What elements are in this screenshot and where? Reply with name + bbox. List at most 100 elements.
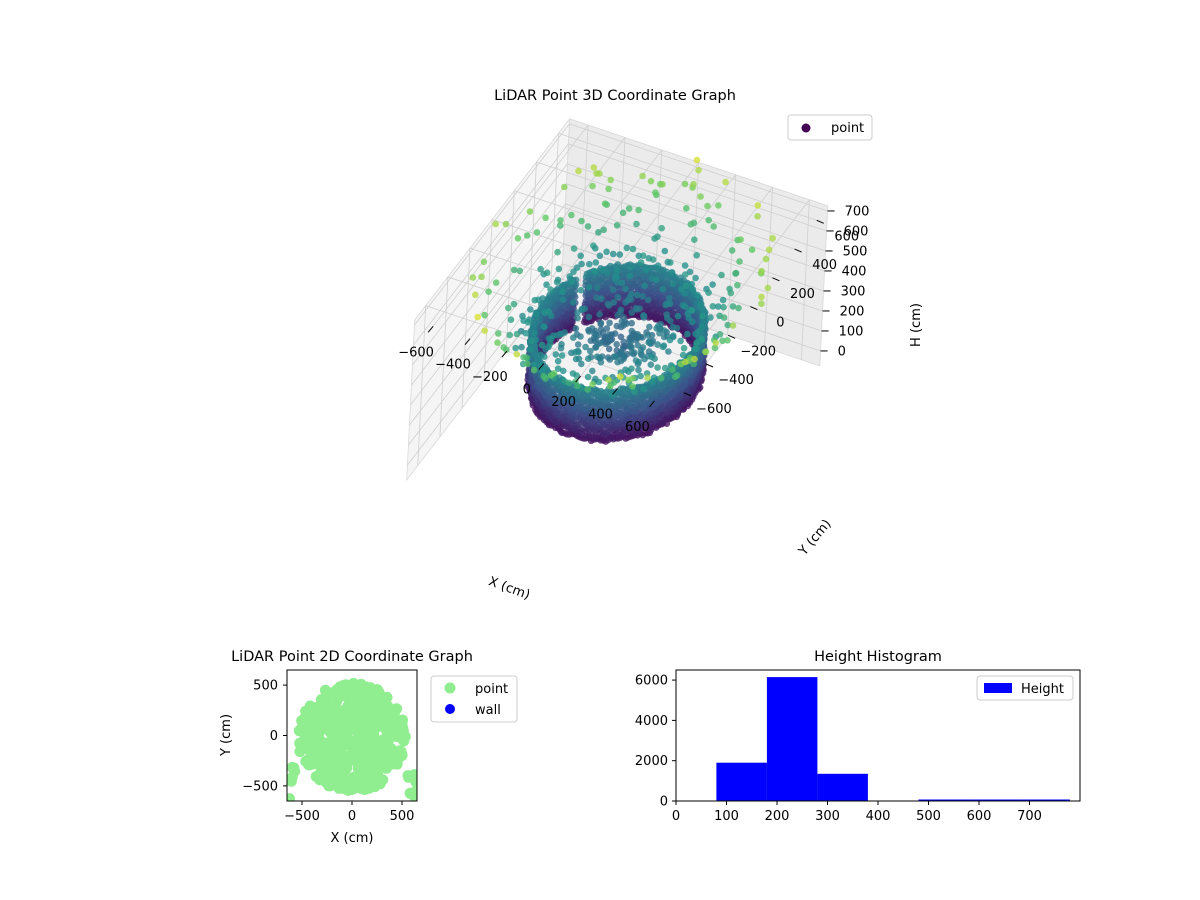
x-tick-mark (538, 363, 545, 370)
chart-3d-legend: point (787, 114, 873, 141)
data-point-3d (622, 285, 629, 293)
data-point-3d (533, 229, 541, 236)
data-point-3d (694, 291, 701, 299)
data-point-3d (712, 339, 720, 347)
grid-line-z-back (565, 203, 824, 292)
histogram-bar (968, 799, 1020, 801)
data-point-3d (658, 224, 665, 232)
data-point-3d (478, 273, 485, 281)
x-tick-label-2d: 500 (390, 809, 415, 824)
data-point-3d (592, 433, 600, 441)
data-point-3d (702, 348, 709, 356)
data-point-3d (578, 360, 585, 368)
data-point-3d (718, 271, 725, 279)
data-point-3d (758, 293, 765, 301)
chart-2d-xlabel: X (cm) (331, 831, 374, 846)
data-point-3d (628, 408, 636, 415)
grid-line-y-side (550, 133, 559, 294)
data-point-3d (617, 333, 625, 341)
data-point-3d (584, 373, 592, 381)
x-tick-mark (427, 325, 434, 333)
data-point-3d (546, 340, 554, 348)
data-point-2d (315, 694, 327, 705)
data-point-3d (635, 206, 642, 214)
chart-2d-legend: point wall (430, 675, 518, 723)
data-point-3d (553, 278, 561, 286)
data-point-3d (651, 355, 658, 363)
data-point-2d (334, 681, 346, 693)
data-point-3d (623, 244, 631, 252)
hist-x-tick-label: 100 (714, 809, 739, 824)
data-point-3d (597, 320, 604, 328)
hist-x-tick-label: 600 (967, 809, 992, 824)
z-tick-label: 400 (842, 264, 867, 279)
data-point-3d (596, 410, 604, 418)
data-point-2d (360, 691, 372, 703)
data-point-3d (647, 177, 655, 185)
data-point-3d (629, 245, 637, 253)
data-point-2d (294, 746, 306, 757)
data-point-3d (507, 316, 515, 324)
data-point-3d (585, 328, 593, 335)
data-point-2d (327, 698, 339, 710)
chart-3d-points (469, 156, 776, 445)
data-point-3d (602, 340, 610, 348)
data-point-3d (643, 302, 650, 309)
y-tick-label: −200 (740, 344, 776, 359)
data-point-3d (654, 399, 662, 406)
data-point-3d (736, 258, 743, 265)
histogram-bars (716, 677, 1070, 801)
y-tick-label-2d: 500 (253, 679, 278, 694)
grid-line-y-floor (558, 132, 817, 221)
data-point-3d (695, 166, 702, 174)
data-point-3d (681, 290, 688, 297)
x-tick-label: −400 (435, 358, 471, 373)
y-tick-mark (705, 363, 714, 368)
data-point-3d (636, 394, 644, 401)
data-point-3d (754, 202, 762, 209)
data-point-3d (735, 304, 742, 312)
data-point-3d (629, 375, 636, 382)
data-point-3d (661, 364, 669, 372)
data-point-3d (620, 322, 627, 329)
data-point-2d (369, 723, 380, 735)
data-point-3d (585, 313, 593, 321)
data-point-2d (315, 723, 327, 735)
data-point-3d (644, 426, 651, 433)
data-point-3d (574, 309, 581, 317)
data-point-2d (312, 733, 324, 745)
data-point-3d (693, 156, 701, 164)
data-point-3d (541, 323, 548, 331)
data-point-3d (557, 222, 564, 229)
data-point-3d (506, 331, 513, 339)
data-point-3d (570, 245, 578, 252)
data-point-3d (628, 309, 636, 316)
data-point-3d (663, 272, 671, 279)
data-point-3d (537, 265, 544, 273)
data-point-3d (727, 289, 735, 297)
data-point-3d (692, 274, 699, 282)
x-tick-label: −600 (398, 345, 434, 360)
chart-histogram: Height Histogram 0 100 200 300 400 500 600 7000… (635, 649, 1081, 824)
z-tick-label: 300 (841, 284, 866, 299)
data-point-3d (657, 374, 665, 382)
data-point-3d (607, 433, 615, 441)
y-tick-mark (750, 306, 758, 310)
data-point-3d (533, 310, 540, 318)
data-point-3d (635, 366, 642, 374)
data-point-3d (558, 283, 566, 290)
data-point-3d (573, 372, 580, 379)
data-point-3d (578, 427, 586, 435)
data-point-3d (692, 330, 699, 338)
grid-line-y-side (528, 161, 537, 322)
data-point-3d (618, 272, 626, 279)
data-point-3d (614, 311, 622, 319)
hist-y-tick-label: 6000 (635, 674, 668, 689)
data-point-3d (574, 382, 581, 390)
data-point-3d (609, 286, 617, 294)
data-point-2d (365, 733, 377, 745)
data-point-3d (765, 246, 773, 254)
data-point-3d (526, 208, 534, 215)
data-point-2d (330, 757, 342, 769)
